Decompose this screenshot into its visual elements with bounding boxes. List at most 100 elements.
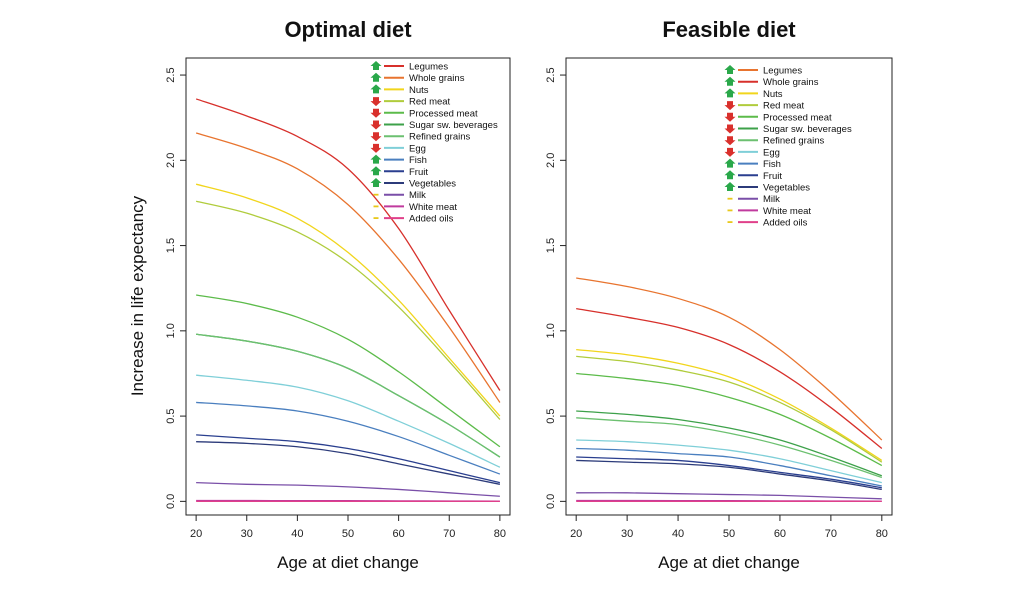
chart-title: Feasible diet bbox=[662, 17, 796, 42]
up-arrow-icon bbox=[724, 76, 736, 86]
legend-label: Vegetables bbox=[409, 179, 456, 190]
series-line-vegetables bbox=[196, 441, 501, 485]
x-tick-label: 80 bbox=[494, 528, 506, 540]
legend-label: Egg bbox=[409, 143, 426, 154]
down-arrow-icon bbox=[724, 147, 736, 157]
legend-label: Fruit bbox=[763, 171, 782, 182]
x-tick-label: 60 bbox=[774, 528, 786, 540]
legend-label: Sugar sw. beverages bbox=[409, 120, 498, 131]
x-tick-label: 20 bbox=[570, 528, 582, 540]
legend-label: Fish bbox=[763, 159, 781, 170]
y-tick-label: 0.0 bbox=[545, 494, 557, 509]
legend-label: Added oils bbox=[763, 218, 808, 229]
x-tick-label: 40 bbox=[291, 528, 303, 540]
x-tick-label: 70 bbox=[443, 528, 455, 540]
y-tick-label: 0.5 bbox=[545, 408, 557, 423]
series-line-nuts bbox=[195, 183, 501, 417]
y-axis-label: Increase in life expectancy bbox=[128, 195, 147, 396]
panel-1: Feasible diet 20 30 40 50 60 70 80 0.0 0.5 1.0 1.5 2… bbox=[545, 17, 893, 572]
x-tick-label: 40 bbox=[672, 528, 684, 540]
down-arrow-icon bbox=[724, 136, 736, 146]
up-arrow-icon bbox=[370, 72, 382, 82]
up-arrow-icon bbox=[724, 158, 736, 168]
panel-0: Optimal diet 20 30 40 50 60 70 80 0.0 0.5 1.0 1.5 2.… bbox=[165, 17, 511, 572]
series-line-nuts bbox=[576, 348, 883, 461]
down-arrow-icon bbox=[370, 108, 382, 118]
x-axis-label: Age at diet change bbox=[277, 553, 419, 572]
series-line-red-meat bbox=[195, 200, 501, 420]
series-line-milk bbox=[576, 492, 882, 500]
up-arrow-icon bbox=[724, 65, 736, 74]
y-tick-label: 1.0 bbox=[165, 323, 177, 338]
x-tick-label: 50 bbox=[723, 528, 735, 540]
legend-label: Fish bbox=[409, 155, 427, 166]
x-tick-label: 30 bbox=[241, 528, 253, 540]
y-tick-label: 1.0 bbox=[545, 323, 557, 338]
x-tick-label: 50 bbox=[342, 528, 354, 540]
legend-label: Nuts bbox=[409, 85, 429, 96]
series-line-sugar-sw-beverages bbox=[576, 410, 883, 477]
legend-label: Milk bbox=[409, 190, 426, 201]
legend-label: Added oils bbox=[409, 214, 454, 225]
series-line-legumes bbox=[195, 98, 501, 391]
legend-label: Red meat bbox=[409, 97, 451, 108]
series-line-fruit bbox=[576, 456, 882, 489]
legend-label: White meat bbox=[763, 206, 811, 217]
x-tick-label: 70 bbox=[825, 528, 837, 540]
up-arrow-icon bbox=[724, 170, 736, 180]
y-tick-label: 0.0 bbox=[165, 494, 177, 509]
series-line-refined-grains bbox=[196, 333, 501, 458]
series-line-vegetables bbox=[576, 459, 882, 491]
x-tick-label: 20 bbox=[190, 528, 202, 540]
y-tick-label: 0.5 bbox=[165, 408, 177, 423]
series-line-milk bbox=[196, 481, 500, 497]
y-tick-label: 2.5 bbox=[545, 67, 557, 82]
up-arrow-icon bbox=[724, 88, 736, 98]
legend-label: Refined grains bbox=[409, 132, 471, 143]
y-tick-label: 1.5 bbox=[545, 238, 557, 253]
series-line-egg bbox=[196, 374, 501, 468]
series-line-egg bbox=[576, 439, 882, 484]
y-tick-label: 1.5 bbox=[165, 238, 177, 253]
legend-label: Nuts bbox=[763, 89, 783, 100]
legend-label: Sugar sw. beverages bbox=[763, 124, 852, 135]
legend-label: White meat bbox=[409, 202, 457, 213]
y-tick-label: 2.0 bbox=[165, 153, 177, 168]
down-arrow-icon bbox=[370, 120, 382, 130]
legend-label: Legumes bbox=[409, 62, 448, 73]
series-line-processed-meat bbox=[196, 294, 501, 448]
x-tick-label: 30 bbox=[621, 528, 633, 540]
x-axis-label: Age at diet change bbox=[658, 553, 800, 572]
series-line-red-meat bbox=[576, 355, 883, 463]
up-arrow-icon bbox=[724, 182, 736, 191]
legend-label: Processed meat bbox=[763, 112, 832, 123]
down-arrow-icon bbox=[724, 101, 736, 111]
chart-title: Optimal diet bbox=[284, 17, 412, 42]
x-tick-label: 60 bbox=[393, 528, 405, 540]
series-line-processed-meat bbox=[576, 372, 883, 467]
legend-label: Egg bbox=[763, 147, 780, 158]
series-line-sugar-sw-beverages bbox=[196, 333, 501, 458]
x-tick-label: 80 bbox=[876, 528, 888, 540]
y-tick-label: 2.5 bbox=[165, 67, 177, 82]
up-arrow-icon bbox=[370, 166, 382, 176]
series-line-fruit bbox=[196, 434, 501, 484]
up-arrow-icon bbox=[370, 84, 382, 94]
legend-label: Whole grains bbox=[409, 73, 465, 84]
legend-label: Fruit bbox=[409, 167, 428, 178]
down-arrow-icon bbox=[370, 132, 382, 142]
legend-label: Vegetables bbox=[763, 183, 810, 194]
series-line-legumes bbox=[576, 277, 883, 441]
legend-label: Red meat bbox=[763, 101, 805, 112]
legend-label: Refined grains bbox=[763, 136, 825, 147]
series-line-whole-grains bbox=[195, 132, 501, 403]
series-line-fish bbox=[196, 401, 501, 475]
series-line-fish bbox=[576, 447, 882, 487]
up-arrow-icon bbox=[370, 178, 382, 187]
down-arrow-icon bbox=[370, 97, 382, 107]
y-tick-label: 2.0 bbox=[545, 153, 557, 168]
